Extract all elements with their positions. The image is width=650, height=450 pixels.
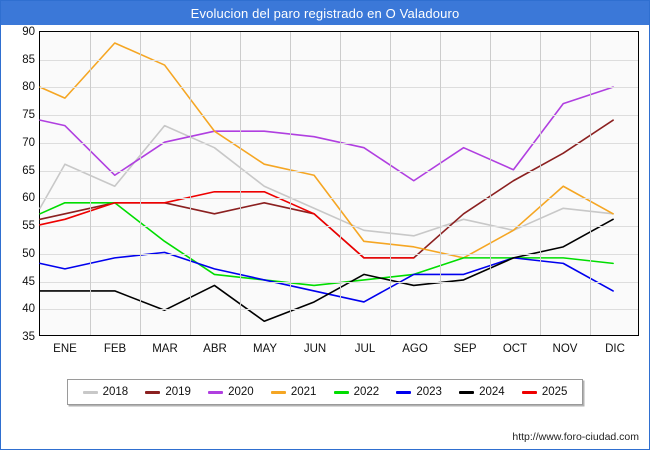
legend-label: 2023	[416, 386, 442, 398]
legend-label: 2022	[353, 386, 380, 398]
x-axis-tick-label: JUL	[354, 343, 376, 355]
y-axis-tick-label: 70	[22, 136, 35, 149]
y-axis-tick-label: 80	[22, 81, 35, 94]
chart-container: 35 40 45 50 55 60 65 70 75 80 85 90 ENE FEB MAR ABR MAY J…	[1, 25, 649, 370]
x-axis-tick-label: FEB	[103, 343, 127, 355]
legend-item-2023[interactable]: 2023	[396, 386, 442, 398]
legend-item-2020[interactable]: 2020	[208, 386, 254, 398]
gridline-horizontal	[40, 226, 638, 228]
gridline-vertical	[190, 32, 191, 335]
gridline-horizontal	[40, 198, 638, 200]
x-axis-tick-label: ENE	[53, 343, 77, 355]
x-axis-tick-label: ABR	[203, 343, 227, 355]
chart-legend: 2018 2019 2020 2021 2022 2023 2024 2025	[67, 379, 583, 405]
legend-swatch-icon	[333, 390, 349, 394]
gridline-vertical	[440, 32, 441, 335]
gridline-horizontal	[40, 142, 638, 144]
legend-swatch-icon	[270, 390, 286, 394]
gridline-vertical	[290, 32, 291, 335]
source-url: http://www.foro-ciudad.com	[512, 431, 639, 443]
legend-label: 2025	[541, 386, 568, 398]
gridline-vertical	[490, 32, 491, 335]
gridline-vertical	[540, 32, 541, 335]
legend-item-2021[interactable]: 2021	[270, 386, 317, 398]
legend-swatch-icon	[145, 390, 161, 394]
legend-swatch-icon	[82, 390, 98, 394]
legend-item-2022[interactable]: 2022	[333, 386, 380, 398]
gridline-horizontal	[40, 253, 638, 255]
y-axis-tick-label: 35	[22, 331, 35, 343]
legend-label: 2018	[102, 386, 129, 398]
y-axis-tick-label: 90	[22, 26, 35, 38]
legend-label: 2021	[290, 386, 317, 398]
legend-swatch-icon	[521, 390, 537, 394]
series-line-2025	[40, 192, 414, 258]
legend-item-2018[interactable]: 2018	[82, 386, 129, 398]
legend-item-2024[interactable]: 2024	[459, 386, 505, 398]
series-lines	[40, 32, 638, 335]
gridline-horizontal	[40, 115, 638, 117]
legend-item-2025[interactable]: 2025	[521, 386, 568, 398]
legend-label: 2020	[228, 386, 254, 398]
x-axis-tick-label: MAR	[152, 343, 178, 355]
series-line-2021	[40, 43, 613, 258]
series-line-2019	[40, 120, 613, 258]
page-title: Evolucion del paro registrado en O Valad…	[190, 5, 460, 21]
y-axis-tick-label: 45	[22, 275, 35, 288]
y-axis-tick-label: 65	[22, 164, 35, 177]
x-axis-tick-label: SEP	[453, 343, 477, 355]
x-axis-tick-label: JUN	[303, 343, 327, 355]
y-axis-tick-label: 75	[22, 109, 35, 122]
legend-label: 2019	[165, 386, 191, 398]
series-line-2022	[40, 203, 613, 286]
gridline-horizontal	[40, 309, 638, 311]
gridline-horizontal	[40, 87, 638, 89]
legend-swatch-icon	[396, 390, 412, 394]
series-line-2024	[40, 219, 613, 321]
gridline-vertical	[590, 32, 591, 335]
x-axis-tick-label: AGO	[402, 343, 428, 355]
plot-area: 35 40 45 50 55 60 65 70 75 80 85 90 ENE FEB MAR ABR MAY J…	[22, 26, 639, 355]
y-axis-tick-label: 60	[22, 192, 35, 205]
legend-swatch-icon	[208, 390, 224, 394]
gridline-horizontal	[40, 59, 638, 61]
x-axis-tick-label: MAY	[252, 343, 278, 355]
gridline-vertical	[140, 32, 141, 335]
series-line-2020	[40, 87, 613, 181]
x-axis-tick-label: OCT	[502, 343, 528, 355]
x-axis-tick-label: NOV	[552, 343, 578, 355]
y-axis-tick-label: 50	[22, 247, 35, 260]
legend-label: 2024	[479, 386, 505, 398]
y-axis-tick-label: 85	[22, 53, 35, 66]
gridline-vertical	[390, 32, 391, 335]
legend-item-2019[interactable]: 2019	[145, 386, 191, 398]
gridline-vertical	[240, 32, 241, 335]
y-axis-tick-label: 55	[22, 220, 35, 233]
legend-swatch-icon	[459, 390, 475, 394]
gridline-horizontal	[40, 281, 638, 283]
window-title-bar: Evolucion del paro registrado en O Valad…	[1, 1, 649, 25]
gridline-horizontal	[40, 170, 638, 172]
x-axis-tick-label: DIC	[605, 343, 625, 355]
gridline-vertical	[340, 32, 341, 335]
gridline-vertical	[90, 32, 91, 335]
y-axis-tick-label: 40	[22, 303, 35, 316]
